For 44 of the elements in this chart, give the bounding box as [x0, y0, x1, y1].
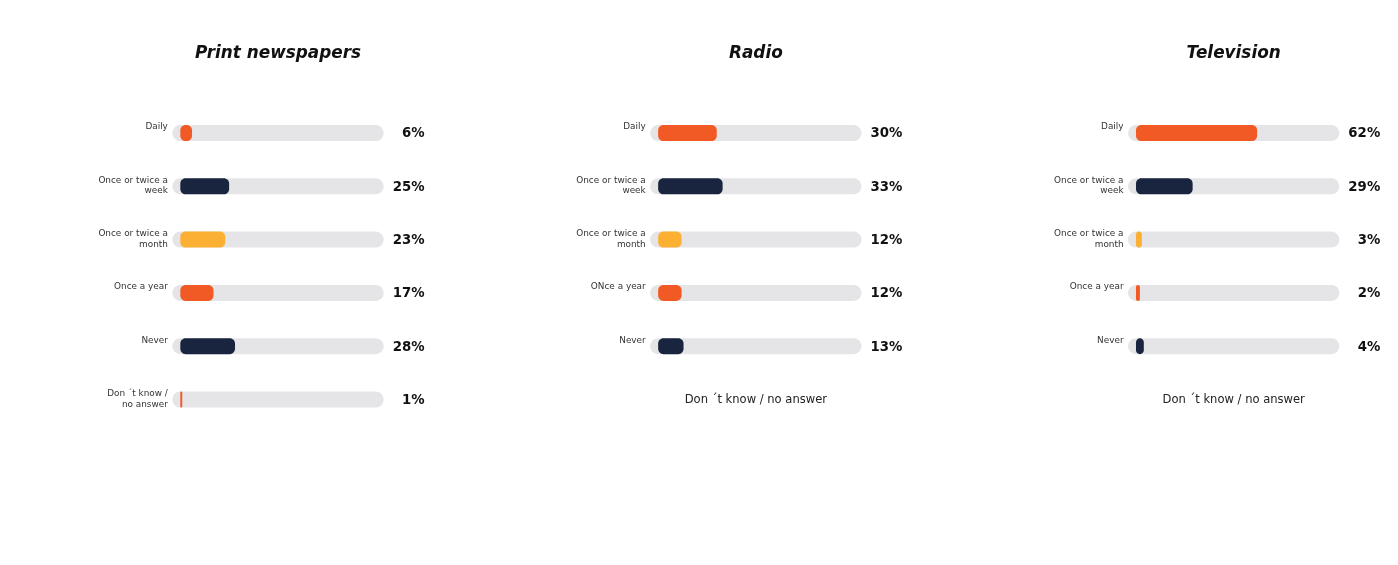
bar [180, 338, 236, 355]
bar [180, 231, 226, 248]
category-label: Daily [145, 121, 168, 132]
data-label: 25% [392, 178, 425, 194]
data-label: 33% [870, 178, 903, 194]
category-label: Never [1097, 334, 1124, 345]
category-label: Once or twice a week [1054, 174, 1124, 196]
data-label: 29% [1348, 178, 1381, 194]
bar [658, 178, 723, 195]
data-label: 6% [401, 125, 425, 141]
category-label: Never [619, 334, 646, 345]
chart-title: Television [1186, 42, 1281, 63]
data-label: 12% [870, 285, 903, 301]
data-label: 12% [870, 232, 903, 248]
category-label: Once or twice a month [576, 228, 646, 249]
bar [180, 178, 230, 195]
category-label: Daily [623, 121, 646, 132]
bar [180, 284, 214, 301]
category-label: Once a year [1069, 281, 1124, 292]
bar [1135, 178, 1193, 195]
data-label: 2% [1357, 285, 1381, 301]
data-label: 1% [401, 391, 425, 407]
text: Print newspapers [194, 42, 362, 63]
data-label: 28% [392, 338, 425, 354]
category-label: Once or twice a week [576, 174, 646, 196]
category-label: Don ´t know / no answer [684, 392, 827, 407]
bar [658, 125, 717, 142]
category-label: Once or twice a month [98, 228, 168, 249]
category-label: Don ´t know / no answer [107, 387, 168, 409]
category-label: Once a year [114, 281, 168, 292]
data-label: 62% [1348, 125, 1381, 141]
data-label: 17% [392, 285, 425, 301]
data-label: 13% [870, 338, 903, 354]
data-label: 3% [1357, 232, 1381, 248]
data-label: 23% [392, 232, 425, 248]
data-label: 30% [870, 125, 903, 141]
chart-title: Radio [728, 42, 783, 63]
category-label: Once or twice a week [98, 174, 168, 196]
category-label: Once or twice a month [1054, 228, 1124, 249]
category-label: Don ´t know / no answer [1162, 392, 1305, 407]
category-label: Daily [1101, 121, 1124, 132]
category-label: Never [141, 334, 168, 345]
data-label: 4% [1357, 338, 1381, 354]
category-label: ONce a year [590, 281, 646, 292]
